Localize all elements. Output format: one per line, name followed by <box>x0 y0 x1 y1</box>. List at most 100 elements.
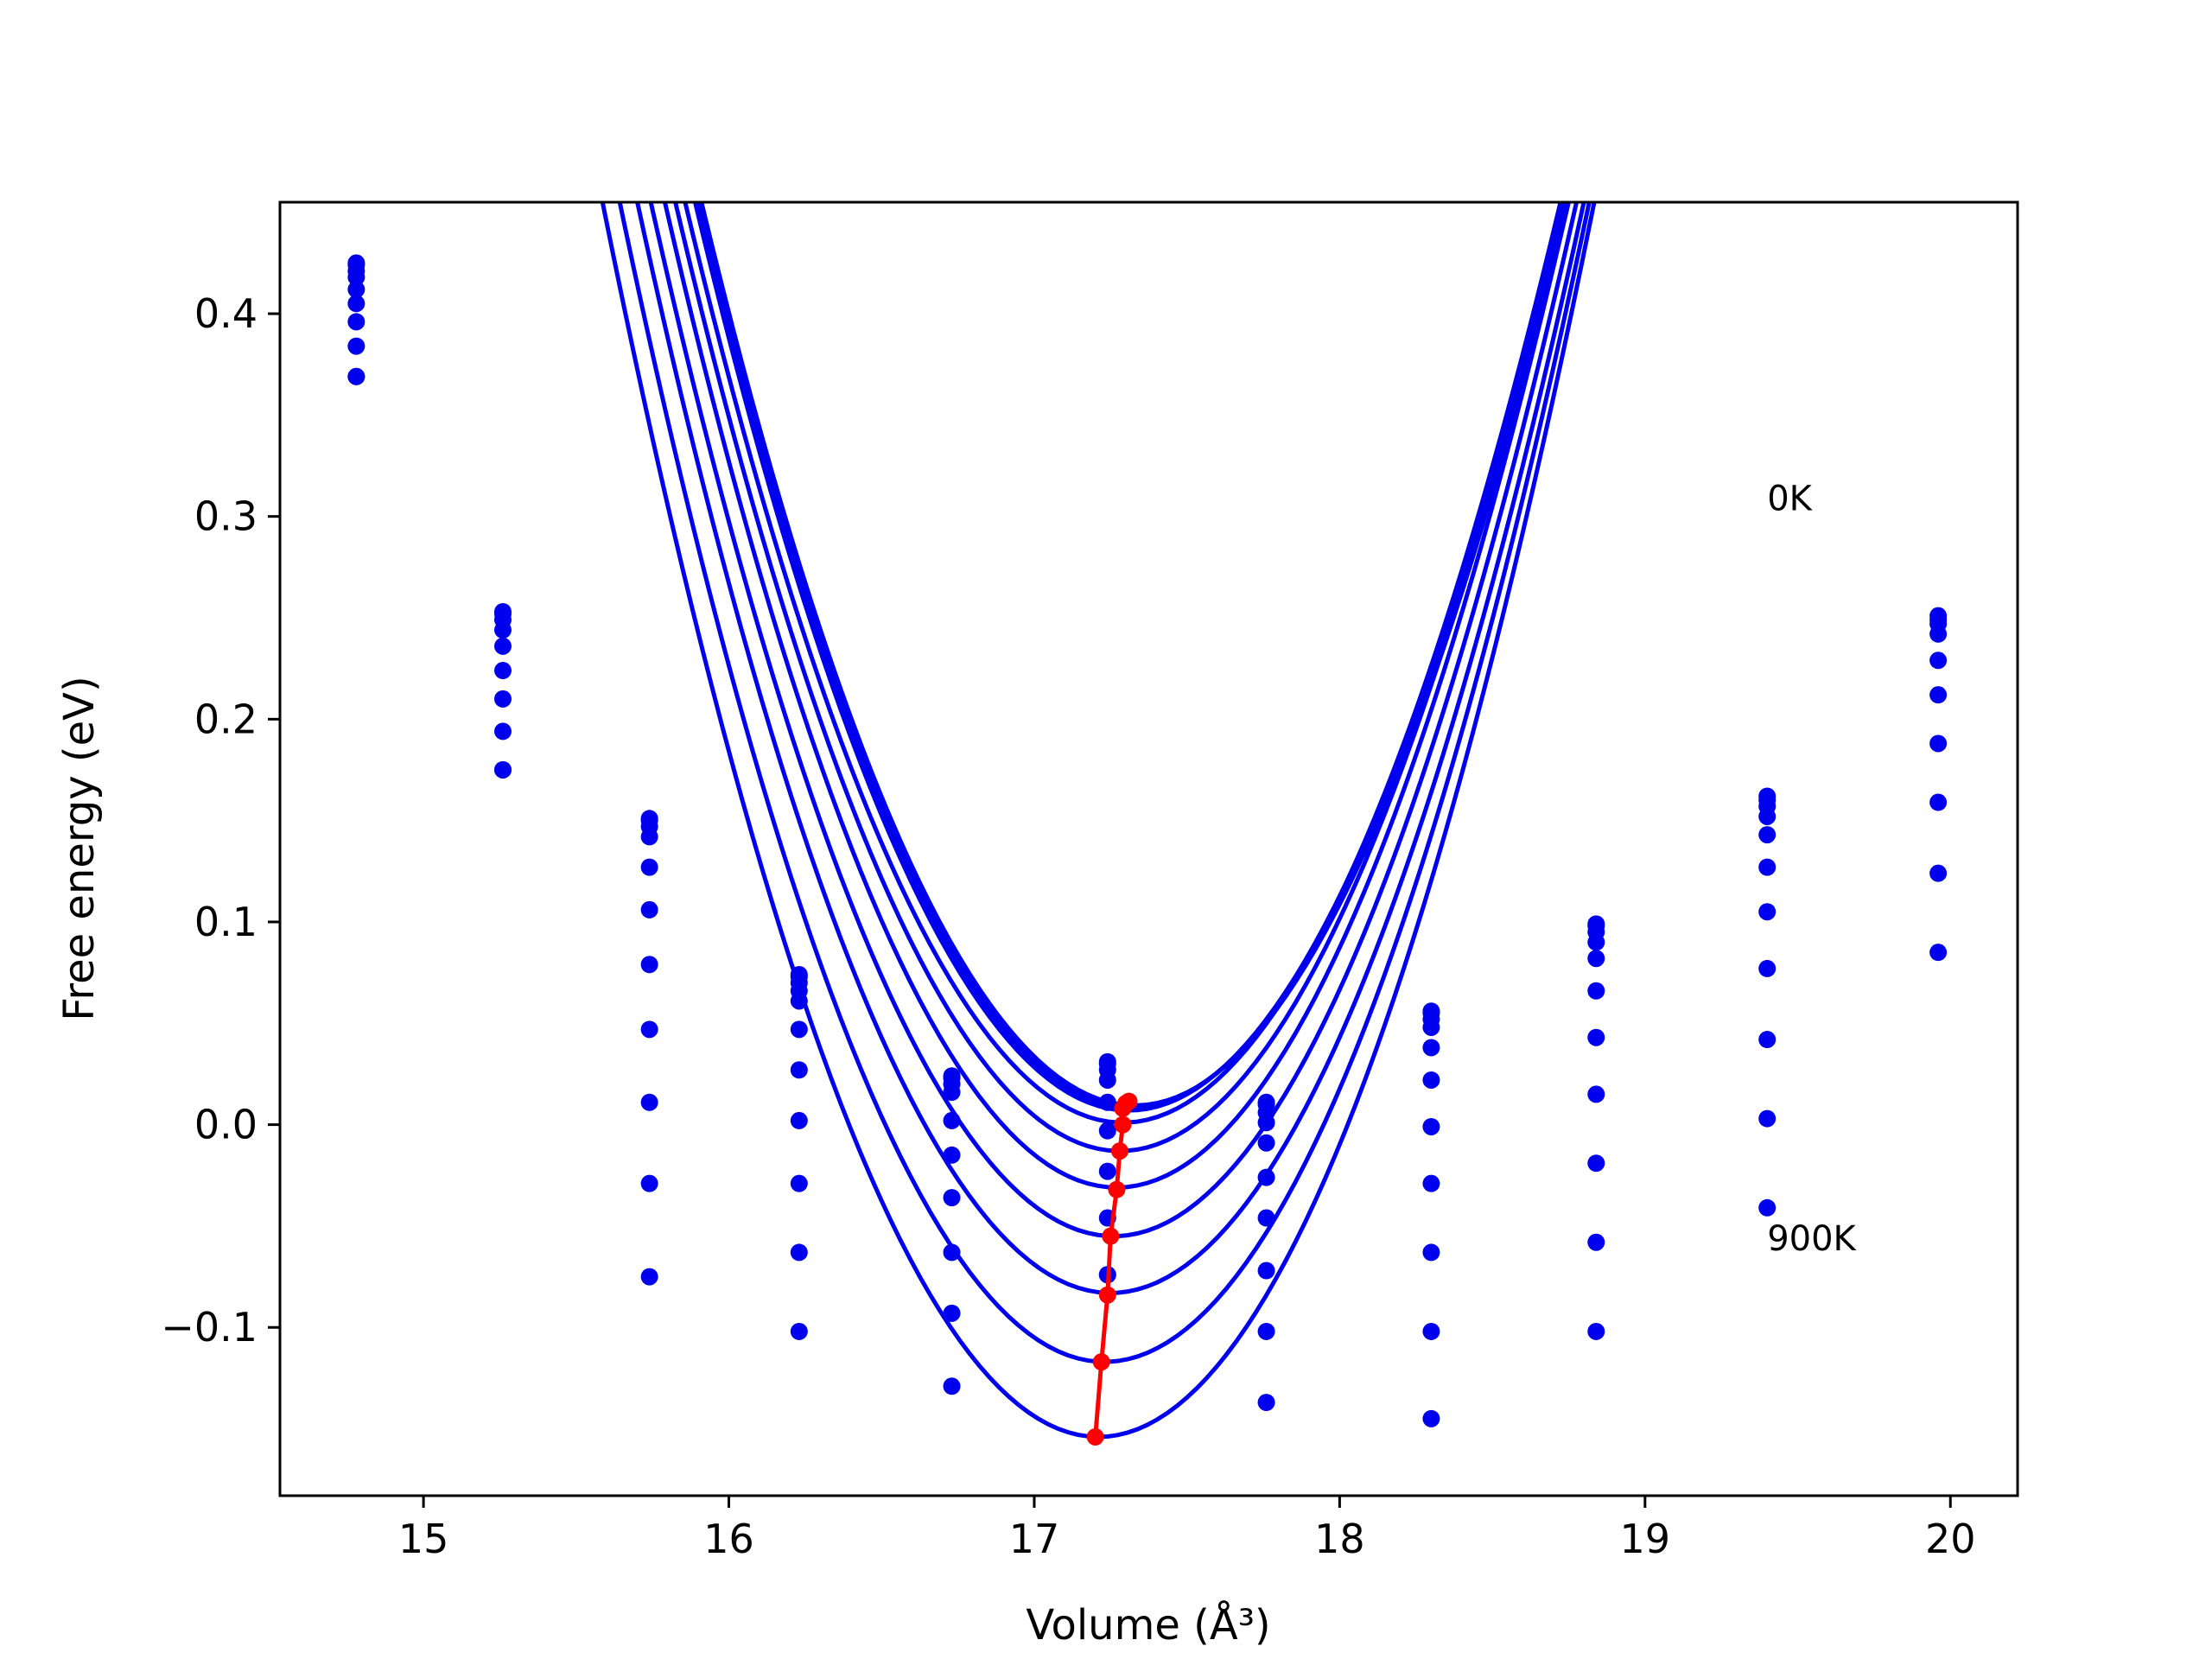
data-point <box>943 1243 961 1262</box>
minimum-point <box>1092 1353 1110 1371</box>
y-tick-label: 0.2 <box>194 696 257 742</box>
data-point <box>494 722 512 741</box>
data-point <box>790 1061 808 1079</box>
data-point <box>640 1020 658 1039</box>
data-point <box>1422 1071 1440 1089</box>
y-tick-label: 0.3 <box>194 493 257 540</box>
data-point <box>494 690 512 708</box>
x-tick-label: 18 <box>1314 1516 1365 1562</box>
x-tick-label: 20 <box>1925 1516 1976 1562</box>
data-point <box>943 1146 961 1164</box>
fit-curve-5 <box>662 202 1571 1190</box>
data-point <box>790 992 808 1010</box>
data-point <box>494 637 512 655</box>
minimum-point <box>1108 1180 1126 1198</box>
data-point <box>1929 734 1948 753</box>
data-point <box>790 1020 808 1039</box>
data-point <box>640 828 658 846</box>
x-tick-label: 17 <box>1009 1516 1060 1562</box>
data-point <box>1587 950 1605 968</box>
data-point <box>1929 864 1948 882</box>
y-tick-label: 0.4 <box>194 290 257 337</box>
fit-curve-2 <box>692 202 1566 1113</box>
data-point <box>1587 1028 1605 1046</box>
data-point <box>640 858 658 876</box>
data-point <box>1587 1085 1605 1103</box>
data-point <box>1758 1109 1777 1128</box>
data-point <box>1422 1322 1440 1340</box>
data-point <box>943 1304 961 1322</box>
plot-frame <box>278 200 2019 1497</box>
data-point <box>1257 1262 1275 1280</box>
data-point <box>494 621 512 639</box>
data-point <box>1422 1018 1440 1036</box>
fit-curve-6 <box>648 202 1580 1239</box>
fit-curve-1 <box>696 202 1568 1110</box>
data-point <box>1257 1168 1275 1186</box>
y-tick-label: −0.1 <box>161 1304 257 1351</box>
data-point <box>790 1174 808 1192</box>
x-tick-label: 19 <box>1620 1516 1671 1562</box>
data-point <box>347 337 365 355</box>
data-point <box>943 1377 961 1395</box>
minimum-point <box>1110 1142 1128 1160</box>
data-point <box>1758 903 1777 921</box>
data-point <box>943 1084 961 1102</box>
data-point <box>1257 1114 1275 1132</box>
data-point <box>1257 1209 1275 1227</box>
minimum-point <box>1098 1286 1116 1304</box>
data-point <box>1422 1243 1440 1262</box>
data-point <box>1587 1322 1605 1340</box>
data-point <box>1929 793 1948 811</box>
plot-area <box>347 202 1948 1446</box>
fit-curve-4 <box>673 202 1567 1154</box>
fit-curve-9 <box>600 202 1597 1440</box>
data-point <box>1758 1198 1777 1217</box>
data-point <box>640 900 658 918</box>
data-point <box>790 1111 808 1129</box>
data-point <box>1929 652 1948 670</box>
data-point <box>1422 1409 1440 1427</box>
x-tick-label: 16 <box>703 1516 754 1562</box>
data-point <box>1257 1134 1275 1152</box>
data-point <box>347 367 365 385</box>
data-point <box>347 313 365 331</box>
fit-curve-7 <box>635 202 1586 1295</box>
data-point <box>347 268 365 286</box>
data-point <box>494 662 512 680</box>
data-point <box>347 280 365 298</box>
data-point <box>1098 1071 1116 1089</box>
data-point <box>1758 959 1777 977</box>
data-point <box>790 1243 808 1262</box>
data-point <box>1422 1117 1440 1135</box>
data-point <box>1758 826 1777 844</box>
data-point <box>640 1093 658 1111</box>
axis-ticks: 15 16 17 18 19 20 −0.1 0.0 0.1 0.2 0.3 0.4 <box>161 290 1975 1562</box>
data-point <box>1758 807 1777 825</box>
data-point <box>1098 1093 1116 1111</box>
data-point <box>1587 933 1605 951</box>
data-point <box>1929 686 1948 704</box>
data-point <box>1587 982 1605 1000</box>
data-point <box>1422 1039 1440 1057</box>
data-point <box>1257 1322 1275 1340</box>
minimum-point <box>1114 1099 1132 1117</box>
data-point <box>943 1111 961 1129</box>
data-point <box>1098 1122 1116 1140</box>
data-point <box>1929 944 1948 962</box>
annotation-label: 900K <box>1767 1219 1857 1259</box>
data-point <box>1098 1162 1116 1180</box>
x-tick-label: 15 <box>398 1516 449 1562</box>
y-tick-label: 0.0 <box>194 1102 257 1148</box>
data-point <box>640 1268 658 1286</box>
annotation-label: 0K <box>1767 480 1813 519</box>
minimum-point <box>1086 1427 1104 1446</box>
data-point <box>943 1189 961 1207</box>
fit-curve-3 <box>683 202 1563 1125</box>
data-point <box>1758 858 1777 876</box>
data-point <box>790 1322 808 1340</box>
data-point <box>1929 625 1948 643</box>
data-point <box>1257 1394 1275 1412</box>
